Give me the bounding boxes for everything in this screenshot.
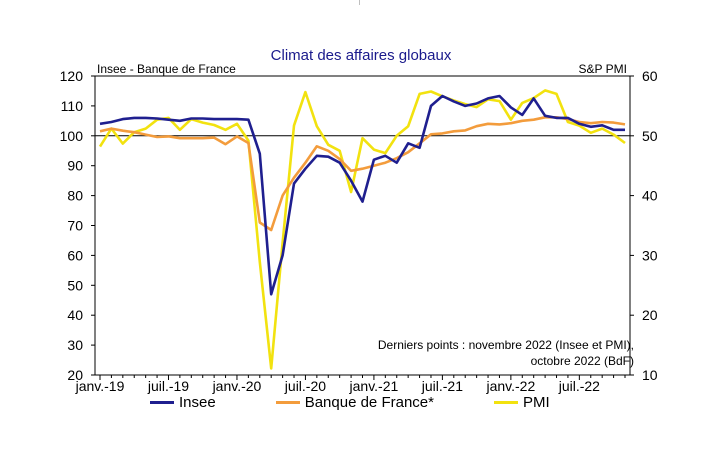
x-axis-ticks: janv.-19 juil.-19 janv.-20 juil.-20 janv.-21… [75, 375, 626, 394]
left-tick-label: 40 [67, 307, 83, 323]
x-tick-label: juil.-19 [147, 378, 189, 394]
right-tick-label: 10 [642, 367, 658, 383]
left-tick-label: 70 [67, 218, 83, 234]
legend-label-insee: Insee [179, 394, 216, 411]
x-tick-label: janv.-22 [485, 378, 535, 394]
left-tick-label: 60 [67, 247, 83, 263]
legend-item-pmi: PMI [493, 394, 550, 411]
series-lines [98, 89, 626, 370]
x-tick-label: janv.-20 [212, 378, 262, 394]
left-tick-label: 90 [67, 158, 83, 174]
left-tick-label: 20 [67, 367, 83, 383]
right-axis-ticks: 10 20 30 40 50 60 [630, 68, 658, 383]
left-source-label: Insee - Banque de France [97, 62, 236, 76]
left-tick-label: 30 [67, 337, 83, 353]
legend: Insee Banque de France* PMI [150, 394, 550, 411]
left-tick-label: 100 [60, 128, 84, 144]
chart-title: Climat des affaires globaux [270, 47, 452, 64]
legend-swatch-insee [150, 401, 174, 404]
x-tick-label: janv.-19 [75, 378, 125, 394]
pmi-line [98, 89, 626, 370]
right-tick-label: 20 [642, 307, 658, 323]
legend-item-insee: Insee [150, 394, 216, 411]
left-tick-label: 120 [60, 68, 84, 84]
x-tick-label: juil.-21 [421, 378, 463, 394]
top-edge-tick [359, 0, 360, 5]
x-tick-label: juil.-22 [558, 378, 600, 394]
right-tick-label: 50 [642, 128, 658, 144]
left-tick-label: 50 [67, 277, 83, 293]
legend-item-bdf: Banque de France* [275, 394, 434, 411]
bdf-line [99, 116, 626, 232]
left-tick-label: 80 [67, 188, 83, 204]
legend-label-bdf: Banque de France* [304, 394, 434, 411]
left-tick-label: 110 [61, 98, 84, 114]
legend-swatch-pmi [493, 401, 518, 404]
right-source-label: S&P PMI [578, 62, 627, 76]
last-points-note: Derniers points : novembre 2022 (Insee e… [377, 338, 634, 368]
right-tick-label: 40 [642, 188, 658, 204]
legend-label-pmi: PMI [522, 394, 550, 411]
left-axis-ticks: 20 30 40 50 60 70 80 90 100 110 120 [60, 68, 95, 383]
x-tick-label: janv.-21 [349, 378, 399, 394]
insee-line [99, 94, 625, 296]
right-tick-label: 60 [642, 68, 658, 84]
right-tick-label: 30 [642, 247, 658, 263]
x-tick-label: juil.-20 [284, 378, 326, 394]
legend-swatch-bdf [275, 401, 300, 404]
